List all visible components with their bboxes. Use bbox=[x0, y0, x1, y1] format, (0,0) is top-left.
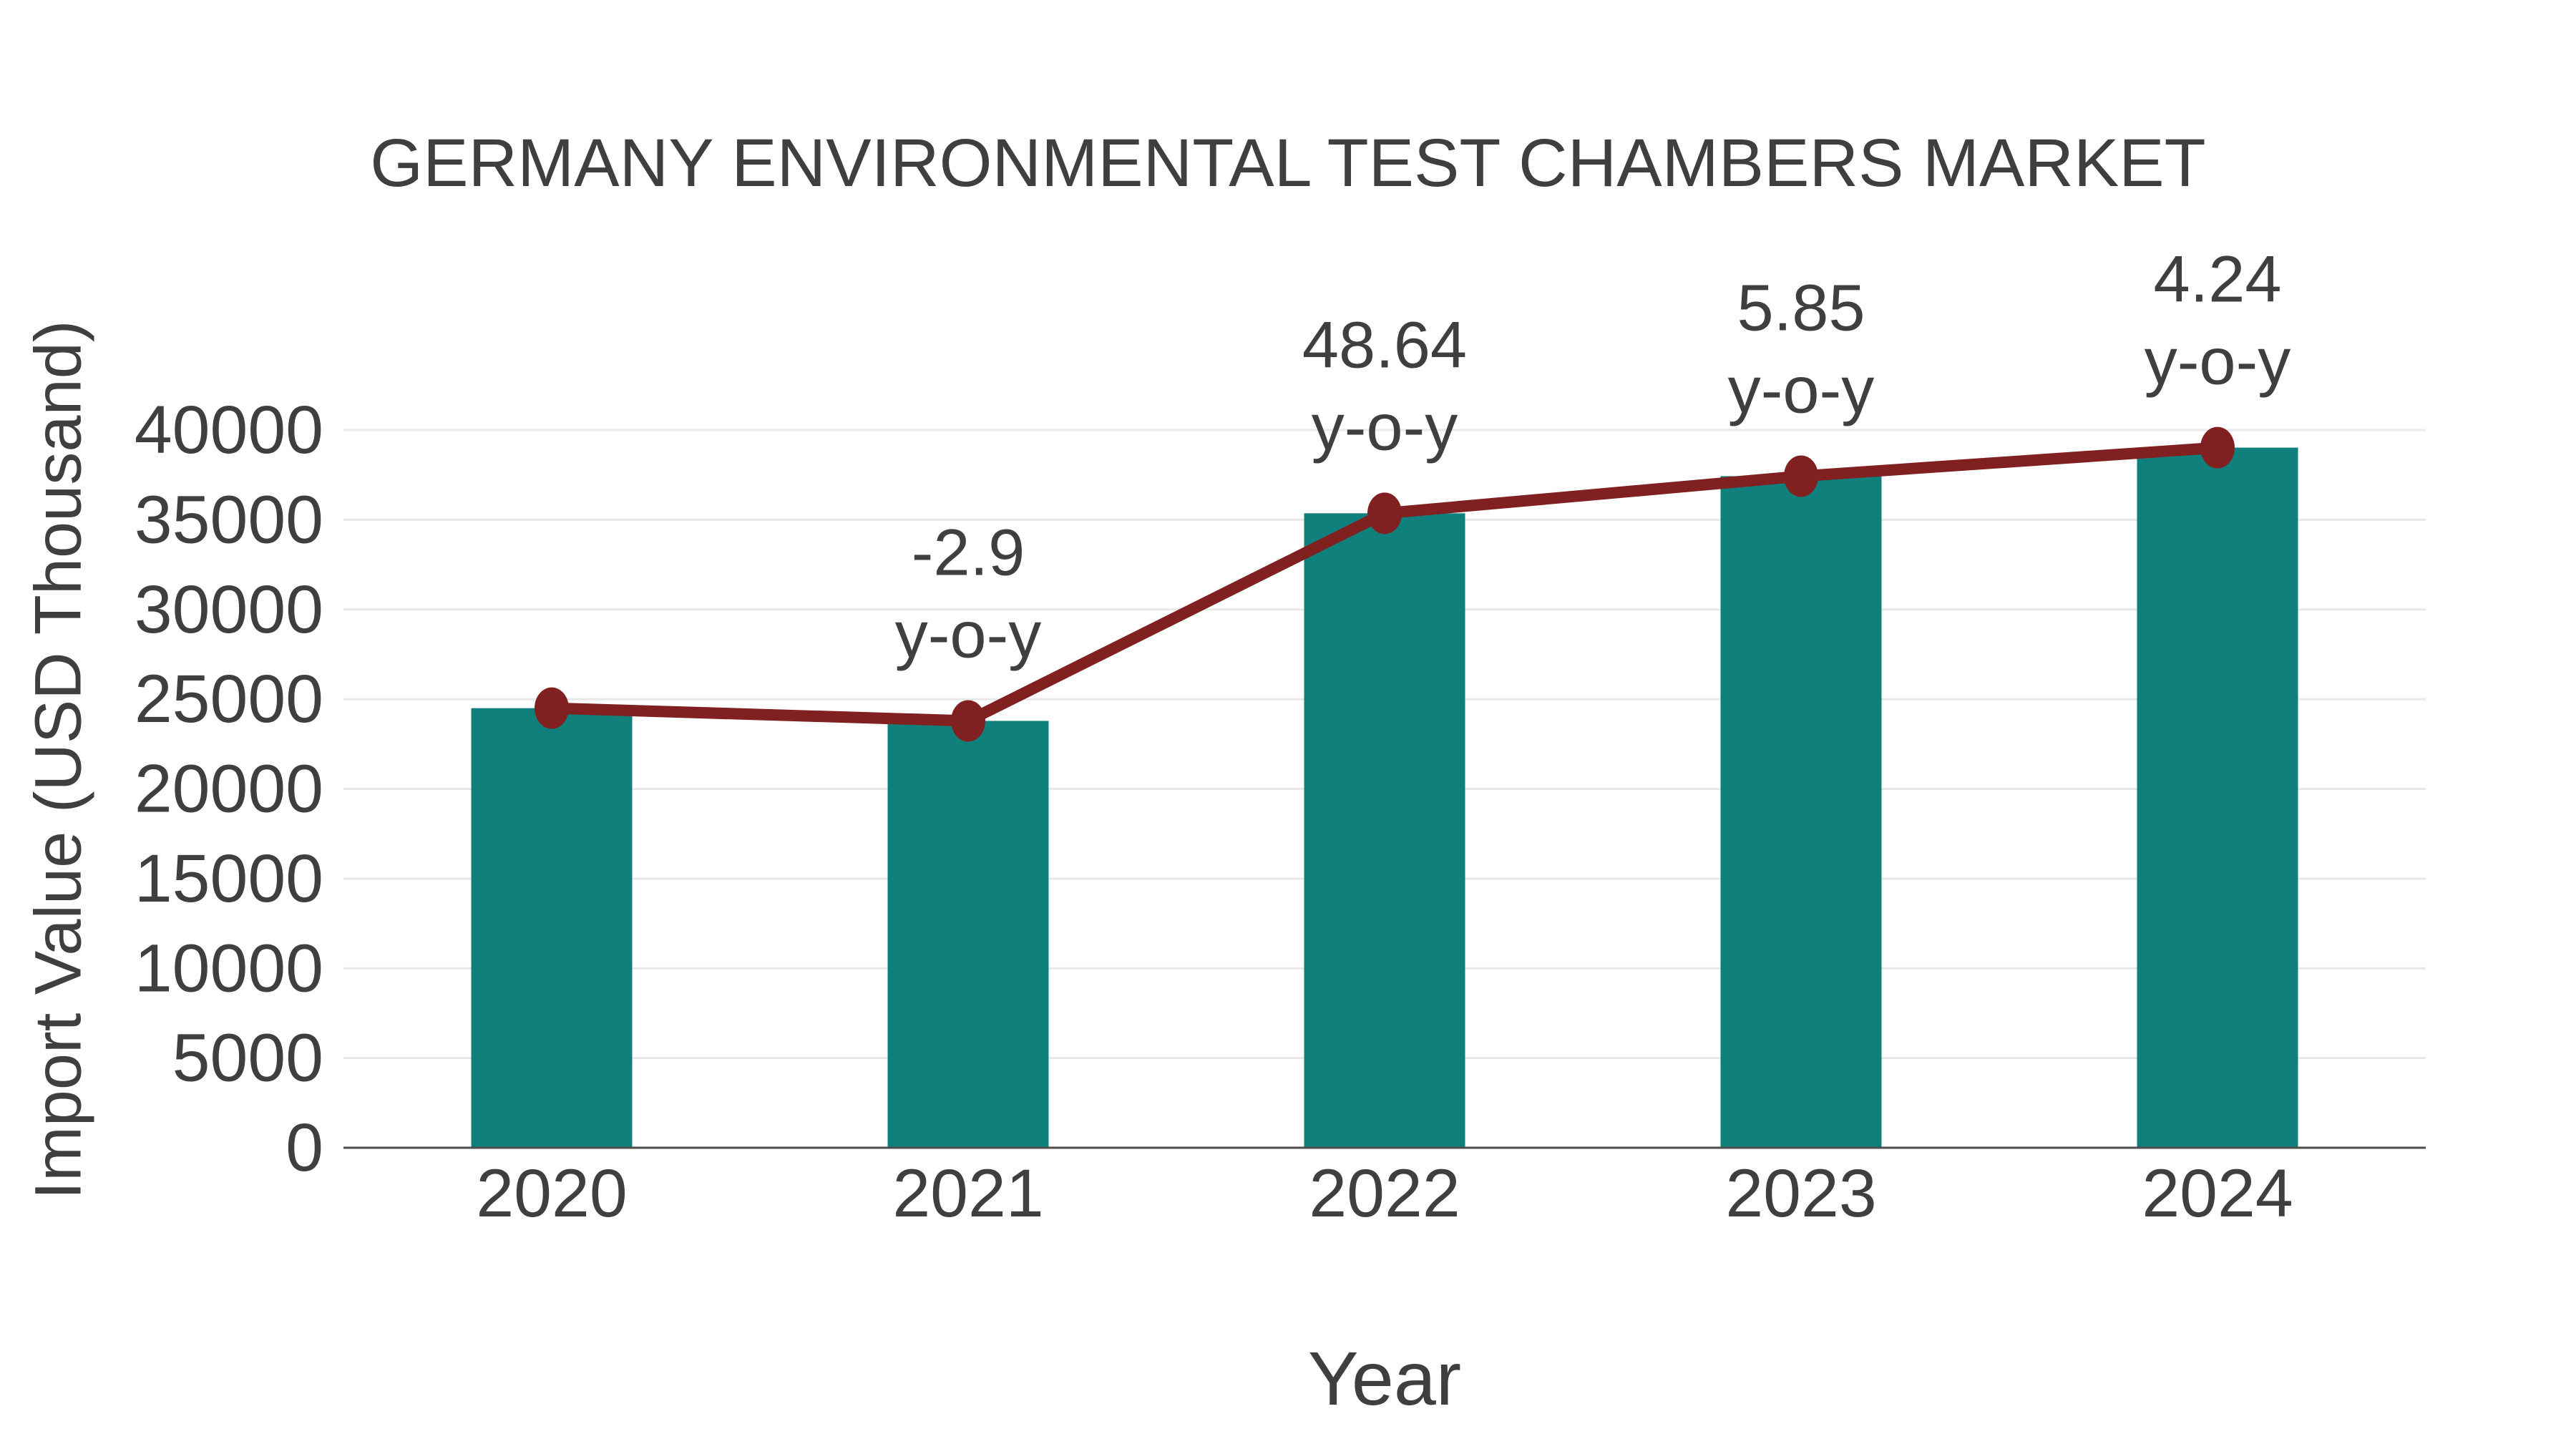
x-tick-label-2020: 2020 bbox=[476, 1156, 627, 1231]
chart-title: GERMANY ENVIRONMENTAL TEST CHAMBERS MARK… bbox=[370, 125, 2206, 201]
trend-marker-2021 bbox=[951, 700, 985, 742]
x-tick-label-2022: 2022 bbox=[1309, 1156, 1460, 1231]
trend-marker-2023 bbox=[1784, 455, 1818, 497]
annotation-unit-2024: y-o-y bbox=[2145, 326, 2290, 399]
bar-2021 bbox=[887, 721, 1049, 1148]
y-tick-label: 25000 bbox=[135, 661, 323, 737]
trend-marker-2022 bbox=[1367, 492, 1402, 535]
x-axis-title: Year bbox=[1307, 1337, 1462, 1421]
annotation-value-2021: -2.9 bbox=[912, 516, 1025, 589]
annotation-value-2022: 48.64 bbox=[1302, 308, 1467, 381]
y-tick-label: 0 bbox=[286, 1110, 323, 1186]
y-tick-label: 35000 bbox=[135, 482, 323, 557]
bar-2020 bbox=[471, 708, 633, 1148]
y-tick-label: 20000 bbox=[135, 751, 323, 827]
annotation-value-2024: 4.24 bbox=[2153, 243, 2281, 316]
trend-marker-2020 bbox=[535, 687, 569, 729]
annotation-unit-2021: y-o-y bbox=[895, 598, 1041, 671]
bar-2024 bbox=[2137, 447, 2298, 1148]
y-tick-label: 5000 bbox=[172, 1020, 323, 1096]
y-tick-label: 10000 bbox=[135, 930, 323, 1006]
bar-2022 bbox=[1304, 513, 1465, 1148]
annotation-value-2023: 5.85 bbox=[1737, 271, 1865, 344]
annotation-unit-2022: y-o-y bbox=[1312, 391, 1458, 464]
trend-marker-2024 bbox=[2200, 426, 2235, 469]
y-axis-title: Import Value (USD Thousand) bbox=[21, 320, 95, 1200]
y-tick-label: 40000 bbox=[135, 392, 323, 468]
y-tick-label: 30000 bbox=[135, 572, 323, 648]
x-tick-label-2024: 2024 bbox=[2142, 1156, 2293, 1231]
x-tick-label-2023: 2023 bbox=[1725, 1156, 1876, 1231]
bar-2023 bbox=[1720, 476, 1882, 1148]
x-tick-label-2021: 2021 bbox=[892, 1156, 1043, 1231]
annotation-unit-2023: y-o-y bbox=[1728, 353, 1874, 426]
y-tick-label: 15000 bbox=[135, 841, 323, 917]
